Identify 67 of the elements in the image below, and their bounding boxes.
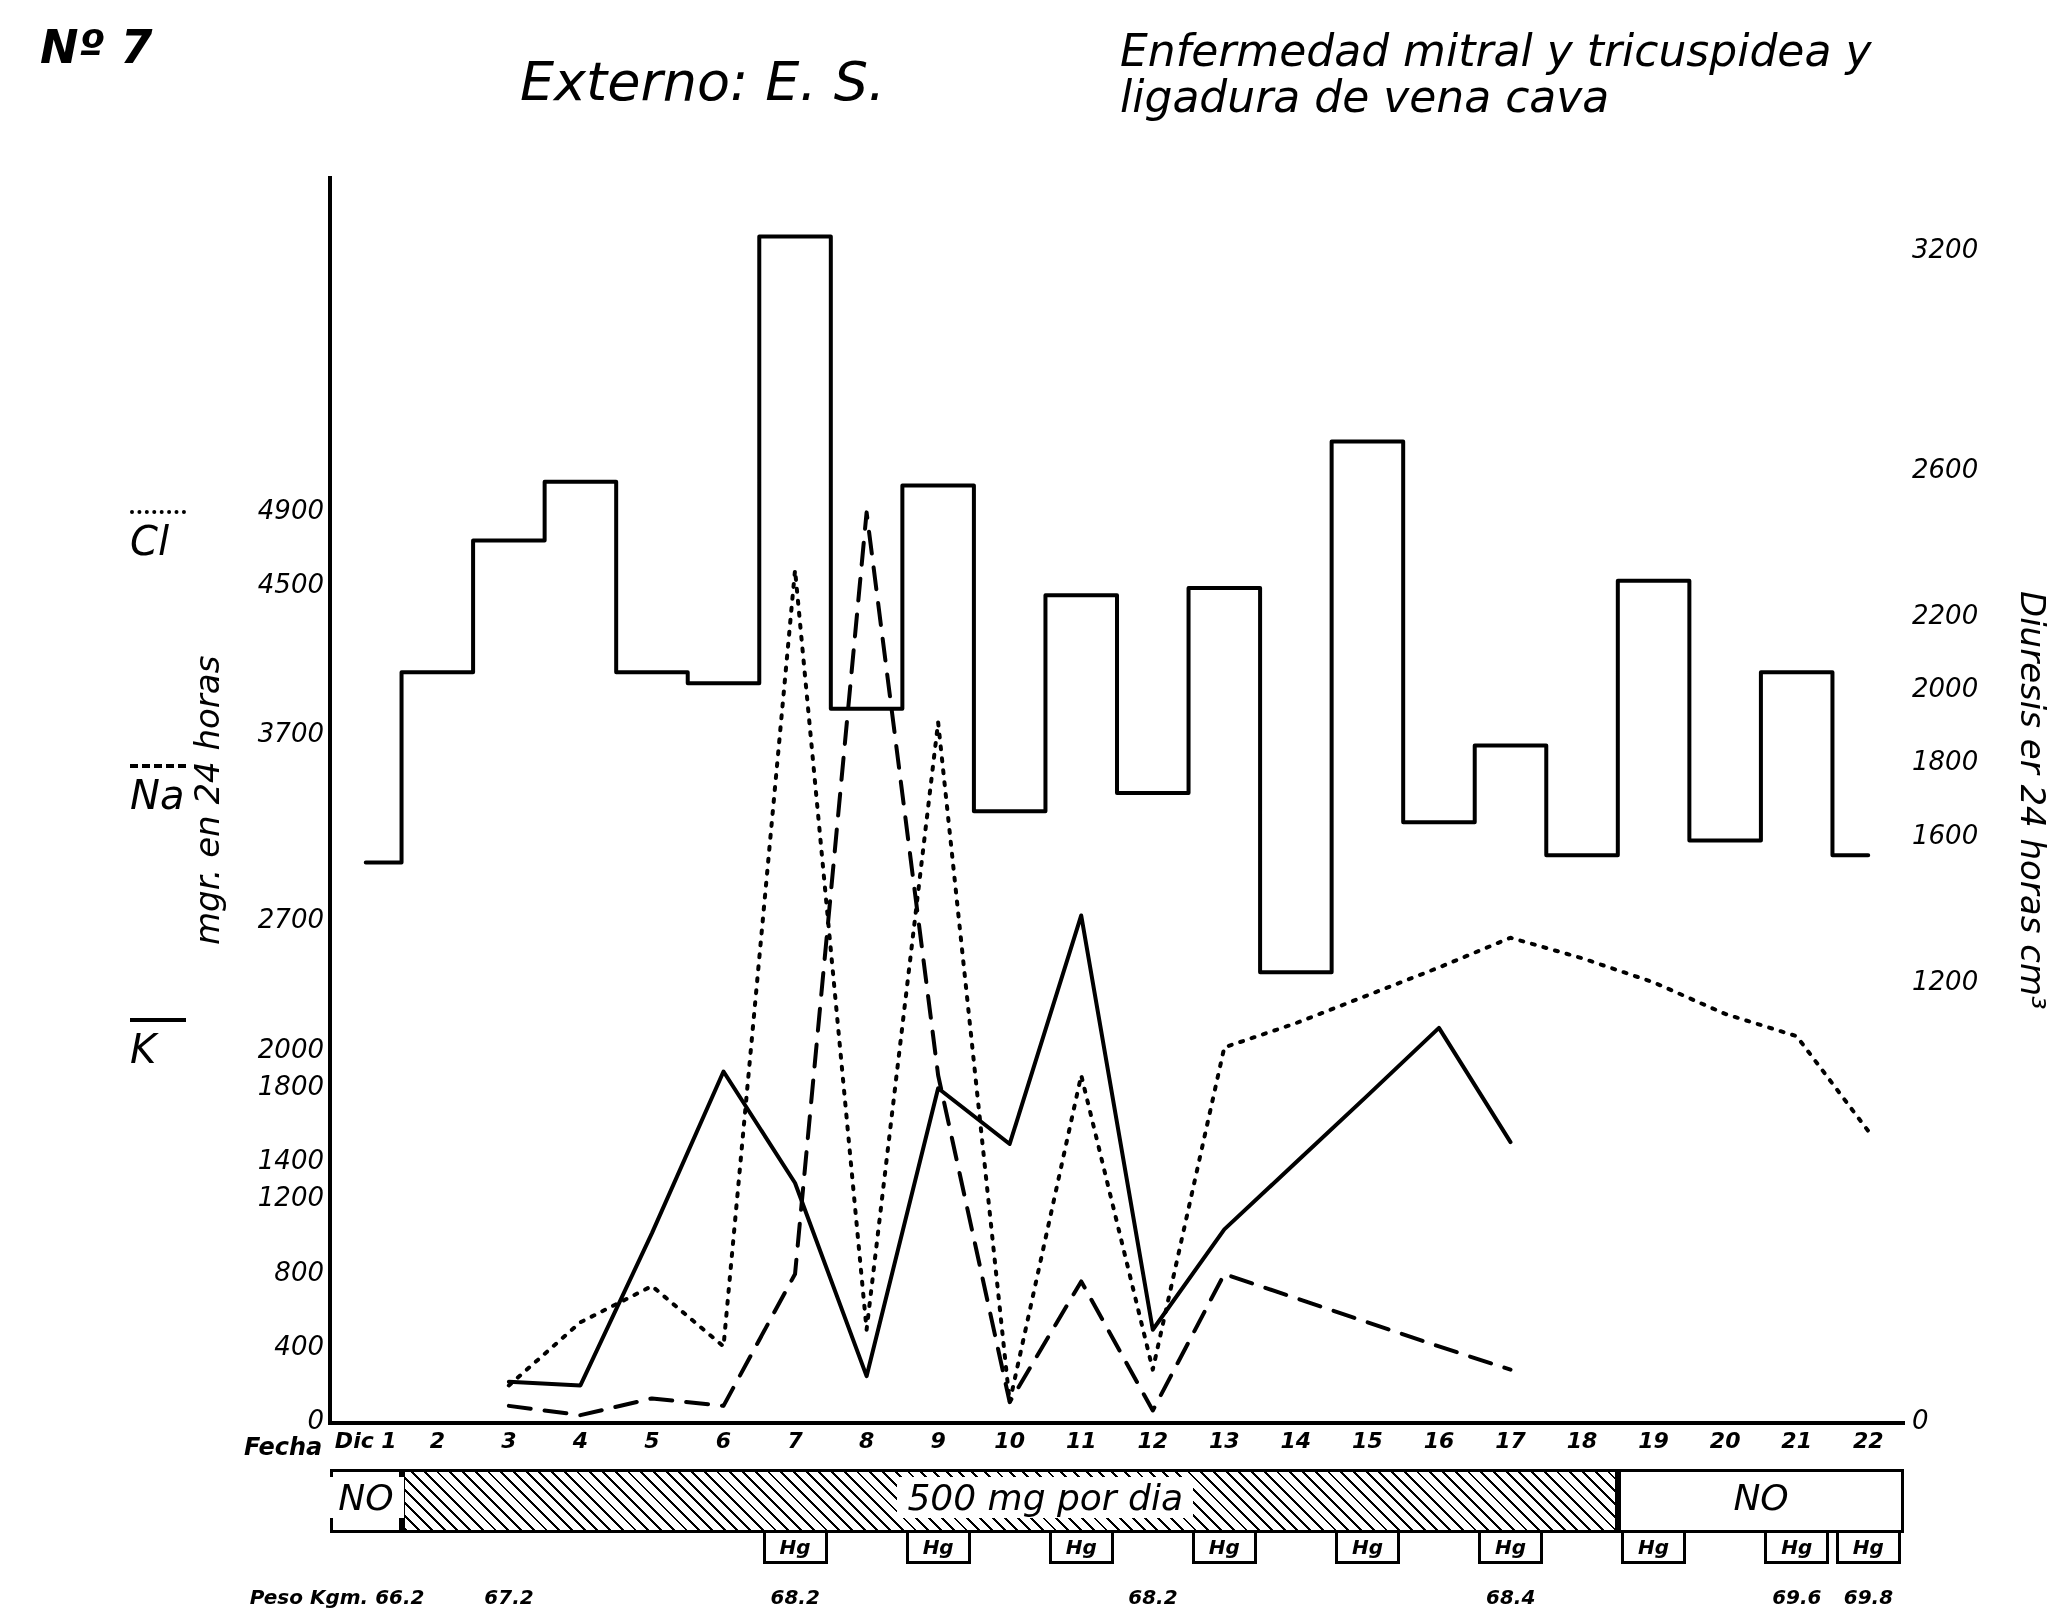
y-tick-label: 1400	[257, 1145, 324, 1176]
text: 500 mg por dia	[897, 1476, 1194, 1518]
x-tick-label: 16	[1423, 1427, 1455, 1453]
text: Hg	[1191, 1529, 1257, 1564]
y-tick-label: 400	[274, 1331, 324, 1362]
legend-label: Na	[130, 772, 186, 818]
x-tick-label: 11	[1065, 1427, 1097, 1453]
y2-tick-label: 2000	[1912, 673, 1979, 704]
chart-subtitle: Enfermedad mitral y tricuspidea y ligadura de vena cava	[1120, 25, 1873, 123]
text: 69.8	[1843, 1585, 1894, 1609]
x-tick-label: 2	[429, 1427, 445, 1453]
x-tick-label: 5	[644, 1427, 660, 1453]
text: Hg	[1478, 1529, 1544, 1564]
legend-label: K	[130, 1026, 160, 1072]
text: NO	[328, 1476, 404, 1518]
text: Hg	[1048, 1529, 1114, 1564]
chart-title: Externo: E. S.	[520, 50, 886, 113]
y2-tick-label: 1800	[1912, 746, 1979, 777]
text: NO	[1723, 1476, 1799, 1518]
x-tick-label: 19	[1638, 1427, 1669, 1453]
y2-tick-label: 2200	[1912, 600, 1979, 631]
y-tick-label: 1200	[257, 1182, 324, 1213]
y2-tick-label: 1600	[1912, 819, 1979, 850]
x-tick-label: 3	[501, 1427, 517, 1453]
x-tick-label: 17	[1495, 1427, 1527, 1453]
text: Peso Kgm. 66.2	[249, 1585, 425, 1609]
y-axis-title: mgr. en 24 horas	[187, 655, 228, 945]
text: Hg	[1334, 1529, 1400, 1564]
legend-label: Cl	[130, 518, 171, 564]
y-tick-label: 2000	[257, 1033, 324, 1064]
y-tick-label: 1800	[257, 1070, 324, 1101]
x-tick-label: Dic 1	[334, 1427, 397, 1453]
y2-tick-label: 1200	[1912, 966, 1979, 997]
x-tick-label: 8	[858, 1427, 875, 1453]
x-tick-label: 9	[930, 1427, 946, 1453]
y-tick-label: 2700	[257, 903, 324, 934]
text: Hg	[1621, 1529, 1687, 1564]
x-tick-label: 4	[571, 1427, 589, 1453]
text: 67.2	[484, 1585, 534, 1609]
y-tick-label: 4900	[257, 495, 324, 526]
y2-tick-label: 2600	[1912, 453, 1979, 484]
text: Hg	[1764, 1529, 1830, 1564]
y-tick-label: 3700	[257, 718, 324, 749]
x-tick-label: 14	[1280, 1427, 1312, 1453]
text: Nº 7	[40, 20, 153, 74]
y-tick-label: 800	[274, 1256, 324, 1287]
x-tick-label: 10	[994, 1427, 1025, 1453]
y2-tick-label: 0	[1912, 1405, 1929, 1436]
x-tick-label: 13	[1209, 1427, 1240, 1453]
x-tick-label: 12	[1137, 1427, 1169, 1453]
text: 68.2	[1128, 1585, 1178, 1609]
y-tick-label: 4500	[257, 569, 324, 600]
text: 69.6	[1772, 1585, 1822, 1609]
x-tick-label: 22	[1852, 1427, 1884, 1453]
text: 68.4	[1486, 1585, 1536, 1609]
text: Hg	[762, 1529, 828, 1564]
text: Hg	[905, 1529, 971, 1564]
x-tick-label: 20	[1709, 1427, 1741, 1453]
text: 68.2	[770, 1585, 820, 1609]
x-tick-label: 18	[1566, 1427, 1598, 1453]
text: Hg	[1835, 1529, 1901, 1564]
x-tick-label: 15	[1352, 1427, 1383, 1453]
x-tick-label: 6	[715, 1427, 732, 1453]
y2-tick-label: 3200	[1912, 233, 1979, 264]
x-tick-label: 21	[1781, 1427, 1812, 1453]
x-tick-label: 7	[787, 1427, 804, 1453]
y2-axis-title: Diuresis er 24 horas cm³	[2012, 590, 2053, 1010]
